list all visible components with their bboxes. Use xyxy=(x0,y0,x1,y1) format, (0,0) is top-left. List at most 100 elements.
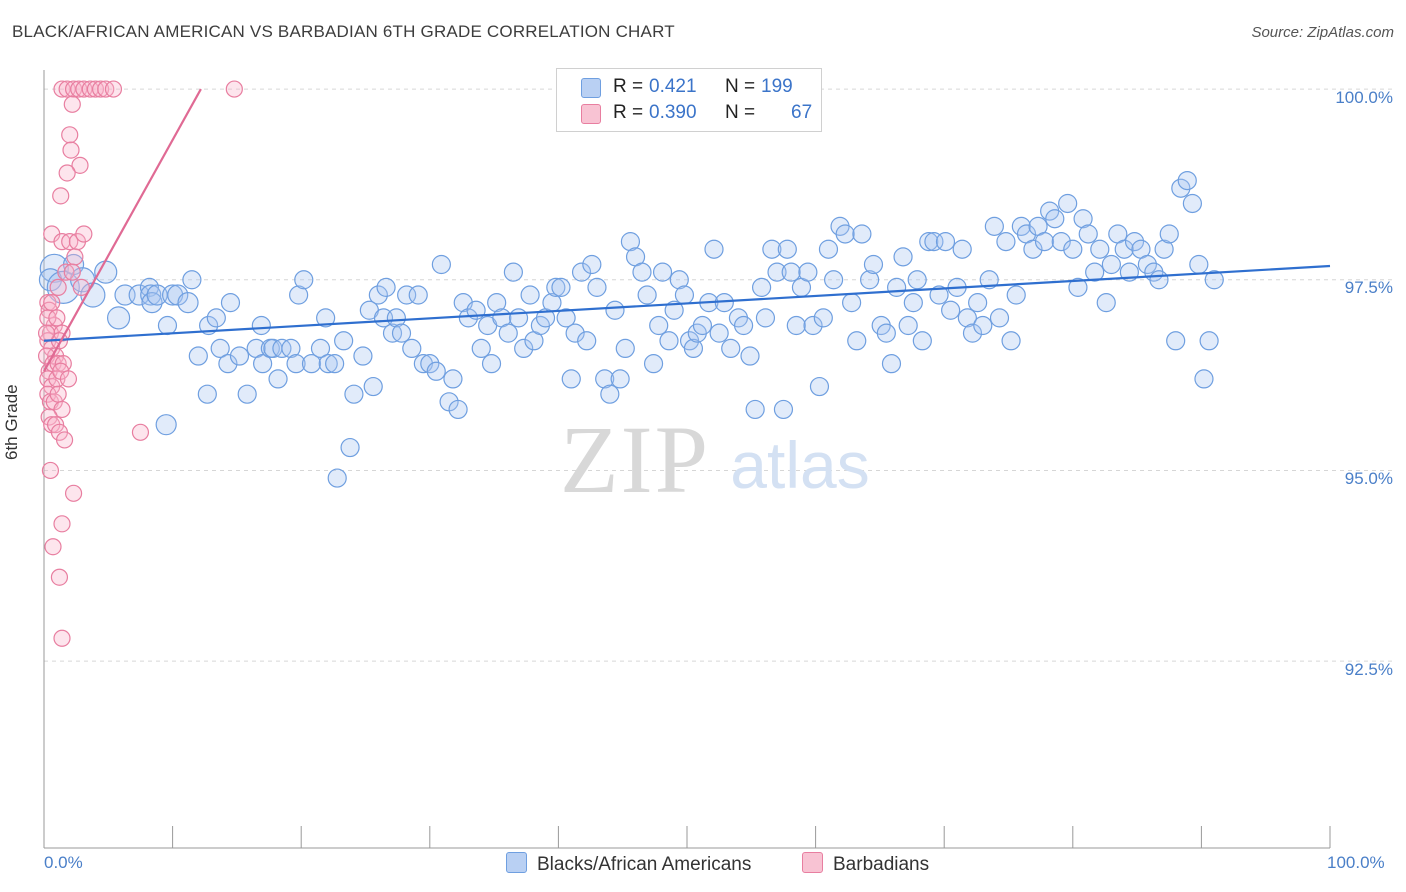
point-blacks xyxy=(929,285,949,305)
point-blacks xyxy=(1171,178,1191,198)
point-blacks xyxy=(1204,270,1224,290)
point-blacks xyxy=(952,239,972,259)
point-blacks xyxy=(155,414,177,436)
point-blacks xyxy=(289,285,309,305)
point-blacks xyxy=(755,308,776,328)
point-blacks xyxy=(206,308,226,328)
point-barbadians xyxy=(72,278,90,296)
point-barbadians xyxy=(91,80,110,98)
point-blacks xyxy=(767,262,787,282)
point-blacks xyxy=(1001,331,1021,351)
point-blacks xyxy=(1189,254,1209,275)
point-blacks xyxy=(1154,239,1174,259)
point-barbadians xyxy=(50,568,69,586)
point-blacks xyxy=(408,285,428,305)
point-blacks xyxy=(907,270,927,290)
point-barbadians xyxy=(225,80,243,98)
point-barbadians xyxy=(61,126,79,144)
bottom-legend-label-blacks: Blacks/African Americans xyxy=(537,854,752,875)
point-blacks xyxy=(962,323,983,343)
point-barbadians xyxy=(41,461,60,480)
point-blacks xyxy=(984,216,1004,236)
point-blacks xyxy=(745,399,765,420)
point-blacks xyxy=(327,468,347,488)
point-blacks xyxy=(733,315,754,336)
point-blacks xyxy=(935,232,956,252)
stats-legend: R = 0.421 N = 199 R = 0.390 N = 67 xyxy=(556,68,822,132)
point-blacks xyxy=(1023,239,1043,259)
point-blacks xyxy=(881,354,902,374)
x-tick-label-100: 100.0% xyxy=(1327,853,1385,872)
point-blacks xyxy=(577,331,597,351)
point-blacks xyxy=(1137,254,1157,275)
point-blacks xyxy=(893,247,913,267)
point-blacks xyxy=(863,254,884,275)
point-blacks xyxy=(740,346,760,366)
point-blacks xyxy=(1006,285,1026,305)
point-blacks xyxy=(887,277,907,297)
point-blacks xyxy=(565,323,585,343)
point-blacks xyxy=(251,315,271,336)
point-blacks xyxy=(220,293,241,313)
point-blacks xyxy=(1063,239,1083,259)
point-blacks xyxy=(139,277,160,297)
bottom-legend-label-barbadians: Barbadians xyxy=(833,854,930,875)
bottom-legend-blacks: Blacks/African Americans xyxy=(506,852,751,876)
point-blacks xyxy=(140,284,162,306)
point-blacks xyxy=(803,315,823,336)
point-blacks xyxy=(692,315,713,336)
point-blacks xyxy=(852,224,872,244)
series-blacks-points xyxy=(38,170,1224,488)
point-barbadians xyxy=(55,431,74,449)
point-blacks xyxy=(979,270,999,290)
point-blacks xyxy=(674,285,695,305)
point-blacks xyxy=(286,354,306,374)
series-barbadians-points xyxy=(37,80,243,647)
point-blacks xyxy=(368,285,388,305)
point-barbadians xyxy=(44,538,62,556)
point-blacks xyxy=(520,285,540,305)
point-blacks xyxy=(912,331,932,351)
point-barbadians xyxy=(53,400,71,419)
point-barbadians xyxy=(59,370,78,388)
point-barbadians xyxy=(57,263,75,281)
point-barbadians xyxy=(75,225,93,243)
legend-swatch-blacks xyxy=(581,78,601,98)
point-blacks xyxy=(600,384,620,404)
point-blacks xyxy=(426,361,446,381)
point-blacks xyxy=(818,239,839,259)
point-blacks xyxy=(786,315,806,336)
point-blacks xyxy=(229,346,250,366)
point-blacks xyxy=(1051,232,1071,252)
point-blacks xyxy=(957,308,977,328)
point-blacks xyxy=(556,308,576,328)
point-blacks xyxy=(316,308,336,328)
point-blacks xyxy=(709,323,729,343)
point-blacks xyxy=(605,300,625,320)
legend-r-value-blacks: 0.421 xyxy=(649,76,697,97)
point-blacks xyxy=(458,308,478,328)
watermark-atlas: atlas xyxy=(730,428,869,502)
y-tick-label-92-5: 92.5% xyxy=(1344,660,1393,679)
point-blacks xyxy=(1114,239,1134,259)
point-blacks xyxy=(503,262,523,282)
trend-line-blacks xyxy=(43,264,1331,342)
bottom-legend-swatch-barbadians xyxy=(802,852,823,873)
point-blacks xyxy=(1101,254,1121,275)
point-blacks xyxy=(363,376,383,397)
point-blacks xyxy=(664,300,684,320)
bottom-legend-swatch-blacks xyxy=(506,852,527,873)
point-blacks xyxy=(402,338,422,359)
point-blacks xyxy=(310,338,331,359)
point-blacks xyxy=(824,270,844,290)
point-blacks xyxy=(561,369,581,389)
point-blacks xyxy=(281,338,301,359)
point-blacks xyxy=(919,232,939,252)
point-blacks xyxy=(968,293,988,313)
y-tick-label-100: 100.0% xyxy=(1335,88,1393,107)
point-blacks xyxy=(431,254,451,275)
point-blacks xyxy=(1058,193,1078,214)
point-blacks xyxy=(1166,331,1186,351)
legend-r-label: R = xyxy=(613,102,644,123)
point-blacks xyxy=(777,239,797,259)
